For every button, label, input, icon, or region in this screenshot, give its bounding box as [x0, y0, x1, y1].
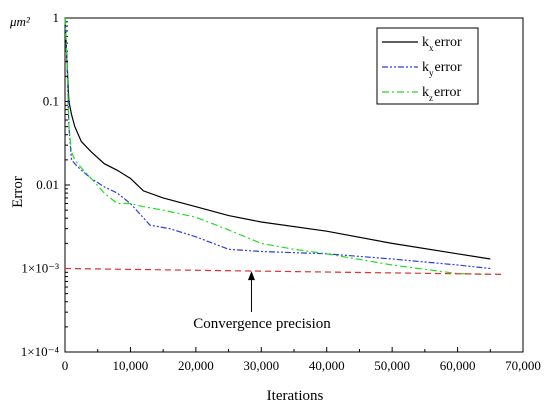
x-tick-label: 40,000	[309, 358, 345, 373]
x-tick-label: 60,000	[440, 358, 476, 373]
series-line-convergence-precision	[64, 267, 504, 275]
x-tick-label: 70,000	[505, 358, 541, 373]
x-tick-label: 30,000	[243, 358, 279, 373]
legend-label-base: k	[422, 60, 429, 75]
x-axis: 0 10,000 20,000 30,000 40,000 50,000 60,000 70,…	[62, 347, 541, 373]
legend-label-sub: y	[429, 68, 434, 78]
legend-label-base: k	[422, 35, 429, 50]
legend-label-base: k	[422, 85, 429, 100]
y-axis: 1×10⁻⁴ 1×10⁻³ 0.01 0.1 1	[21, 10, 70, 359]
legend-label: kxerror	[422, 35, 462, 53]
annotation-label: Convergence precision	[193, 316, 331, 332]
legend-label: kyerror	[422, 60, 462, 78]
legend-box	[376, 27, 479, 105]
x-axis-label: Iterations	[267, 388, 324, 404]
legend-label: kzerror	[422, 85, 462, 103]
y-tick-label: 1×10⁻⁴	[21, 344, 60, 359]
y-tick-label: 0.1	[43, 94, 59, 109]
legend-label-suffix: error	[435, 60, 463, 75]
series-line-kx-error	[64, 17, 491, 260]
legend-label-suffix: error	[435, 35, 463, 50]
y-tick-label: 0.01	[36, 177, 59, 192]
annotation-arrow-head	[247, 271, 255, 281]
x-tick-label: 50,000	[374, 358, 410, 373]
legend-label-sub: x	[429, 43, 434, 53]
annotation-layer: Convergence precision	[193, 271, 331, 332]
y-tick-label: 1×10⁻³	[21, 261, 59, 276]
legend-label-sub: z	[429, 93, 433, 103]
x-tick-label: 20,000	[178, 358, 214, 373]
series-line-kz-error	[64, 17, 491, 275]
y-axis-label: Error	[10, 176, 26, 208]
x-tick-label: 0	[62, 358, 69, 373]
y-tick-label: 1	[53, 10, 60, 25]
legend-label-suffix: error	[434, 85, 462, 100]
x-tick-label: 10,000	[113, 358, 149, 373]
unit-label: μm²	[9, 14, 31, 29]
series-layer	[64, 17, 504, 275]
